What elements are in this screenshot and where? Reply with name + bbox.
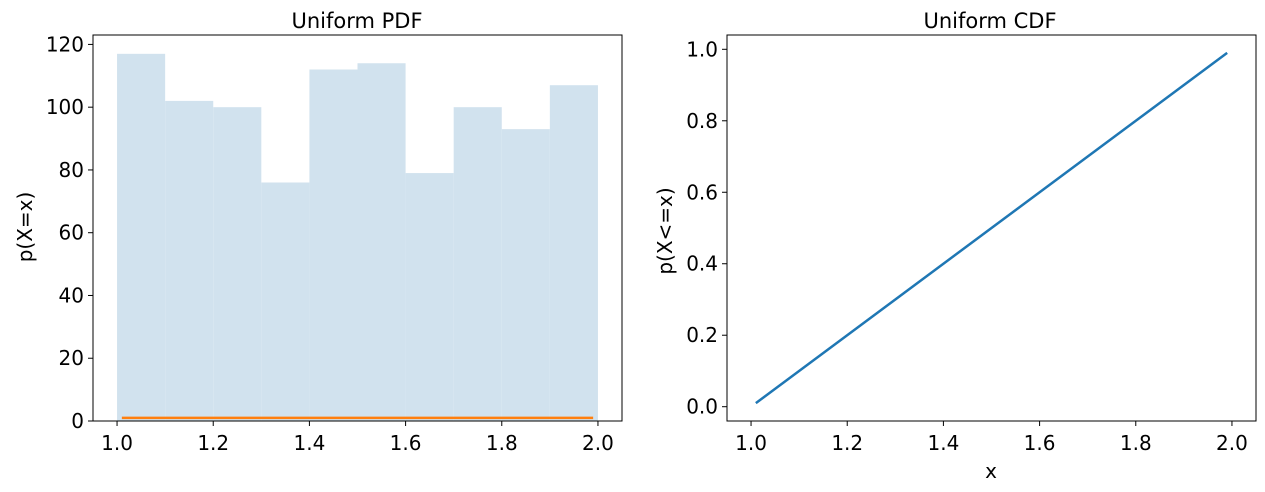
x-tick-label: 1.8 bbox=[486, 431, 518, 455]
y-tick-label: 20 bbox=[59, 346, 84, 370]
histogram-bar bbox=[405, 173, 454, 421]
y-tick-label: 60 bbox=[59, 221, 84, 245]
x-tick-label: 1.2 bbox=[831, 431, 863, 455]
histogram-bar bbox=[309, 69, 358, 421]
x-tick-label: 1.4 bbox=[294, 431, 326, 455]
axes-frame bbox=[92, 34, 623, 422]
x-tick-label: 1.4 bbox=[928, 431, 960, 455]
y-tick-label: 0.6 bbox=[686, 180, 718, 204]
histogram-bar bbox=[165, 100, 214, 421]
x-tick-label: 1.6 bbox=[390, 431, 422, 455]
cdf-y-axis-label: p(X<=x) bbox=[653, 187, 677, 274]
y-tick-label: 0 bbox=[71, 409, 84, 433]
y-tick-label: 100 bbox=[46, 95, 84, 119]
x-tick-label: 1.6 bbox=[1024, 431, 1056, 455]
histogram-bar bbox=[549, 85, 598, 422]
y-tick-label: 0.0 bbox=[686, 395, 718, 419]
histogram-bar bbox=[213, 107, 262, 421]
x-tick-label: 1.0 bbox=[735, 431, 767, 455]
x-tick-label: 1.2 bbox=[197, 431, 229, 455]
y-tick-label: 0.8 bbox=[686, 109, 718, 133]
cdf-x-axis-label: x bbox=[985, 459, 997, 483]
cdf-panel: Uniform CDF 1.0 1.2 1.4 1.6 1.8 2.0 0.0 0.2 0.4 0… bbox=[653, 9, 1257, 483]
y-tick-label: 120 bbox=[46, 32, 84, 56]
x-tick-label: 2.0 bbox=[1216, 431, 1248, 455]
y-tick-label: 0.2 bbox=[686, 323, 718, 347]
pdf-panel: Uniform PDF 1.0 1.2 1.4 1.6 1.8 2.00204060801… bbox=[13, 9, 623, 455]
histogram-bar bbox=[453, 107, 502, 421]
cdf-plot-area: 1.0 1.2 1.4 1.6 1.8 2.0 0.0 0.2 0.4 0.6 0.8 1.0 bbox=[686, 34, 1257, 455]
cdf-title: Uniform CDF bbox=[923, 9, 1056, 33]
x-tick-label: 2.0 bbox=[582, 431, 614, 455]
cdf-line bbox=[755, 51, 1228, 405]
histogram-bar bbox=[117, 53, 166, 421]
pdf-title: Uniform PDF bbox=[291, 9, 422, 33]
histogram-bar bbox=[261, 182, 310, 421]
y-tick-label: 40 bbox=[59, 283, 84, 307]
histogram-bar bbox=[501, 129, 550, 421]
y-tick-label: 0.4 bbox=[686, 252, 718, 276]
y-tick-label: 1.0 bbox=[686, 37, 718, 61]
pdf-plot-area: 1.0 1.2 1.4 1.6 1.8 2.0 0 20 40 60 80 100 120 bbox=[46, 32, 623, 455]
histogram-bar bbox=[357, 63, 406, 422]
x-tick-label: 1.0 bbox=[101, 431, 133, 455]
pdf-y-axis-label: p(X=x) bbox=[13, 192, 37, 263]
y-tick-label: 80 bbox=[59, 158, 84, 182]
x-tick-label: 1.8 bbox=[1120, 431, 1152, 455]
axes-frame bbox=[726, 34, 1257, 422]
